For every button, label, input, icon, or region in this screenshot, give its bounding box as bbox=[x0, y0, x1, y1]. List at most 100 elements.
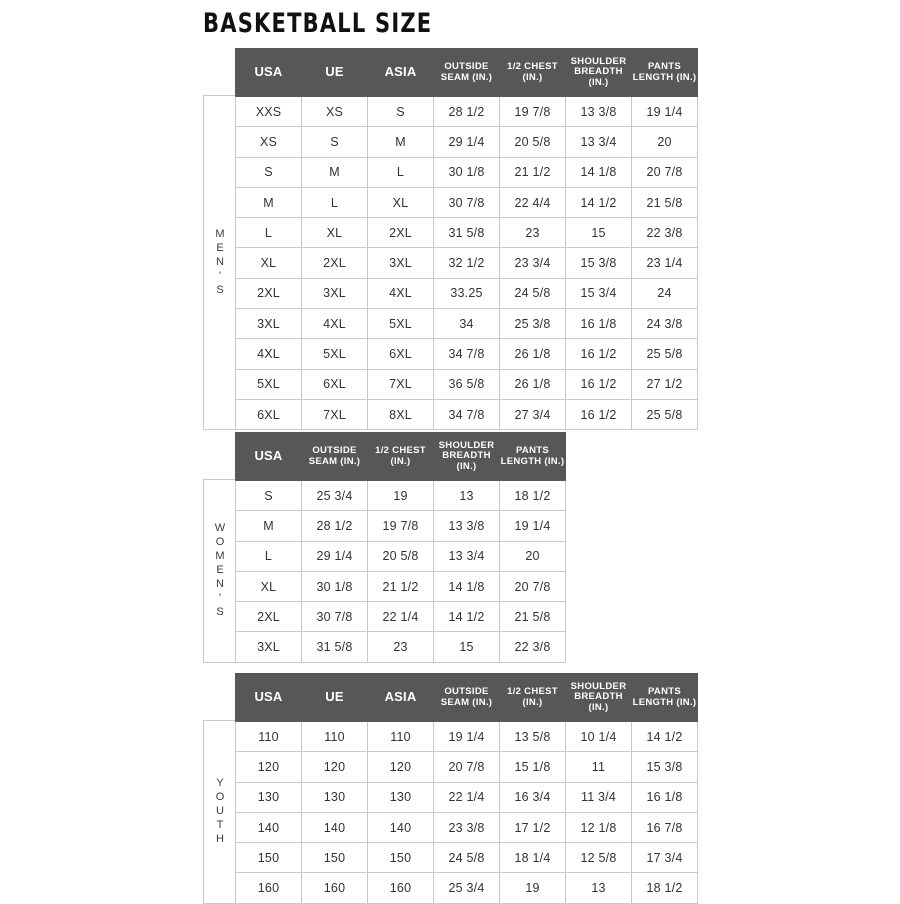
measurement-cell: 19 1/4 bbox=[433, 720, 500, 753]
measurement-cell: 16 3/4 bbox=[499, 781, 566, 813]
measurement-cell: 120 bbox=[301, 751, 368, 783]
measurement-cell: M bbox=[367, 126, 434, 158]
measurement-cell: 3XL bbox=[301, 277, 368, 310]
measurement-cell: M bbox=[301, 156, 368, 188]
youth-column-header: 1/2 CHEST (IN.) bbox=[499, 673, 566, 722]
youth-column-header: SHOULDER BREADTH (IN.) bbox=[565, 673, 632, 722]
measurement-cell: 33.25 bbox=[433, 277, 500, 310]
size-cell: 150 bbox=[235, 842, 302, 874]
measurement-cell: 16 1/2 bbox=[565, 398, 632, 431]
youth-column-header: PANTS LENGTH (IN.) bbox=[631, 673, 698, 722]
youth-size-table-block: YOUTH USA UE ASIA OUTSIDE SEAM (IN.) 1/2 CHES… bbox=[203, 673, 698, 904]
size-cell: XL bbox=[235, 247, 302, 279]
mens-column-header: PANTS LENGTH (IN.) bbox=[631, 48, 698, 97]
measurement-cell: 20 7/8 bbox=[499, 570, 566, 603]
measurement-cell: 16 1/2 bbox=[565, 338, 632, 370]
measurement-cell: 30 1/8 bbox=[301, 570, 368, 603]
womens-group-label: WOMEN'S bbox=[214, 521, 226, 620]
size-cell: 4XL bbox=[235, 338, 302, 370]
measurement-cell: 31 5/8 bbox=[433, 217, 500, 249]
measurement-cell: 120 bbox=[367, 751, 434, 783]
table-row: L XL 2XL 31 5/8 23 15 22 3/8 bbox=[235, 217, 698, 249]
mens-column-header: OUTSIDE SEAM (IN.) bbox=[433, 48, 500, 97]
measurement-cell: 14 1/8 bbox=[565, 156, 632, 188]
measurement-cell: 15 bbox=[433, 631, 500, 663]
mens-group-label: MEN'S bbox=[214, 227, 226, 298]
measurement-cell: 19 1/4 bbox=[499, 510, 566, 542]
measurement-cell: 110 bbox=[367, 720, 434, 753]
measurement-cell: 25 3/8 bbox=[499, 308, 566, 340]
table-row: S M L 30 1/8 21 1/2 14 1/8 20 7/8 bbox=[235, 156, 698, 188]
table-row: XL 30 1/8 21 1/2 14 1/8 20 7/8 bbox=[235, 570, 566, 603]
measurement-cell: 23 1/4 bbox=[631, 247, 698, 279]
measurement-cell: 24 bbox=[631, 277, 698, 310]
mens-size-table: USA UE ASIA OUTSIDE SEAM (IN.) 1/2 CHEST (IN… bbox=[235, 48, 698, 431]
womens-size-table-block: WOMEN'S USA OUTSIDE SEAM (IN.) 1/2 CHEST (I… bbox=[203, 432, 566, 663]
size-cell: 2XL bbox=[235, 601, 302, 633]
measurement-cell: 3XL bbox=[367, 247, 434, 279]
measurement-cell: 160 bbox=[367, 872, 434, 904]
measurement-cell: 13 bbox=[565, 872, 632, 904]
measurement-cell: 29 1/4 bbox=[301, 540, 368, 572]
table-row: 110 110 110 19 1/4 13 5/8 10 1/4 14 1/2 bbox=[235, 720, 698, 753]
table-row: XL 2XL 3XL 32 1/2 23 3/4 15 3/8 23 1/4 bbox=[235, 247, 698, 279]
youth-column-header: ASIA bbox=[367, 673, 434, 722]
measurement-cell: 17 1/2 bbox=[499, 811, 566, 844]
measurement-cell: 34 7/8 bbox=[433, 338, 500, 370]
measurement-cell: 160 bbox=[301, 872, 368, 904]
measurement-cell: 20 7/8 bbox=[631, 156, 698, 188]
youth-column-header: USA bbox=[235, 673, 302, 722]
table-row: S 25 3/4 19 13 18 1/2 bbox=[235, 479, 566, 512]
youth-column-header: OUTSIDE SEAM (IN.) bbox=[433, 673, 500, 722]
measurement-cell: XL bbox=[367, 186, 434, 219]
measurement-cell: 140 bbox=[301, 811, 368, 844]
measurement-cell: 4XL bbox=[367, 277, 434, 310]
measurement-cell: 30 7/8 bbox=[433, 186, 500, 219]
measurement-cell: 17 3/4 bbox=[631, 842, 698, 874]
table-row: L 29 1/4 20 5/8 13 3/4 20 bbox=[235, 540, 566, 572]
youth-column-header: UE bbox=[301, 673, 368, 722]
measurement-cell: 16 7/8 bbox=[631, 811, 698, 844]
measurement-cell: 13 3/8 bbox=[565, 95, 632, 128]
size-cell: XXS bbox=[235, 95, 302, 128]
measurement-cell: 21 1/2 bbox=[499, 156, 566, 188]
measurement-cell: 26 1/8 bbox=[499, 368, 566, 400]
measurement-cell: 16 1/8 bbox=[631, 781, 698, 813]
measurement-cell: 34 bbox=[433, 308, 500, 340]
measurement-cell: 4XL bbox=[301, 308, 368, 340]
size-cell: L bbox=[235, 540, 302, 572]
measurement-cell: 36 5/8 bbox=[433, 368, 500, 400]
measurement-cell: 15 3/4 bbox=[565, 277, 632, 310]
measurement-cell: 19 bbox=[367, 479, 434, 512]
measurement-cell: 27 3/4 bbox=[499, 398, 566, 431]
size-cell: 110 bbox=[235, 720, 302, 753]
size-cell: M bbox=[235, 186, 302, 219]
measurement-cell: 21 5/8 bbox=[499, 601, 566, 633]
measurement-cell: 12 5/8 bbox=[565, 842, 632, 874]
measurement-cell: 29 1/4 bbox=[433, 126, 500, 158]
measurement-cell: 31 5/8 bbox=[301, 631, 368, 663]
measurement-cell: 13 bbox=[433, 479, 500, 512]
mens-column-header: UE bbox=[301, 48, 368, 97]
page-title: BASKETBALL SIZE bbox=[203, 8, 433, 39]
measurement-cell: 25 3/4 bbox=[433, 872, 500, 904]
measurement-cell: 15 3/8 bbox=[631, 751, 698, 783]
measurement-cell: 22 1/4 bbox=[367, 601, 434, 633]
table-row: XS S M 29 1/4 20 5/8 13 3/4 20 bbox=[235, 126, 698, 158]
size-cell: 6XL bbox=[235, 398, 302, 431]
measurement-cell: 15 bbox=[565, 217, 632, 249]
measurement-cell: 32 1/2 bbox=[433, 247, 500, 279]
measurement-cell: 25 5/8 bbox=[631, 338, 698, 370]
measurement-cell: L bbox=[367, 156, 434, 188]
measurement-cell: 22 1/4 bbox=[433, 781, 500, 813]
measurement-cell: 27 1/2 bbox=[631, 368, 698, 400]
size-cell: XL bbox=[235, 570, 302, 603]
size-cell: 5XL bbox=[235, 368, 302, 400]
table-row: M L XL 30 7/8 22 4/4 14 1/2 21 5/8 bbox=[235, 186, 698, 219]
measurement-cell: 13 3/8 bbox=[433, 510, 500, 542]
measurement-cell: 23 bbox=[367, 631, 434, 663]
measurement-cell: 14 1/8 bbox=[433, 570, 500, 603]
table-row: 2XL 30 7/8 22 1/4 14 1/2 21 5/8 bbox=[235, 601, 566, 633]
measurement-cell: XS bbox=[301, 95, 368, 128]
measurement-cell: 7XL bbox=[301, 398, 368, 431]
